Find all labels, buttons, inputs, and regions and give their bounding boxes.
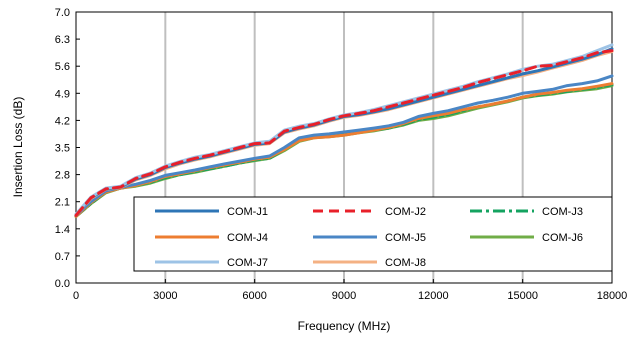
- x-tick-label: 15000: [507, 290, 538, 302]
- y-tick-label: 7.0: [55, 7, 70, 19]
- series-line-com-j2: [74, 49, 614, 217]
- y-tick-label: 2.8: [55, 170, 70, 182]
- x-tick-label: 12000: [418, 290, 449, 302]
- legend-label-com-j6: COM-J6: [542, 232, 583, 244]
- y-tick-label: 5.6: [55, 61, 70, 73]
- x-tick-label: 0: [73, 290, 79, 302]
- y-tick-label: 4.2: [55, 115, 70, 127]
- legend-label-com-j7: COM-J7: [227, 257, 268, 269]
- x-tick-labels: 0 3000 6000 9000 12000 15000 18000: [73, 290, 627, 302]
- y-axis-title: Insertion Loss (dB): [11, 97, 25, 198]
- y-tick-label: 2.1: [55, 197, 70, 209]
- x-tick-label: 18000: [597, 290, 628, 302]
- y-tick-label: 4.9: [55, 88, 70, 100]
- y-tick-label: 1.4: [55, 224, 70, 236]
- legend-label-com-j5: COM-J5: [385, 232, 426, 244]
- legend-label-com-j8: COM-J8: [385, 257, 426, 269]
- x-tick-label: 3000: [153, 290, 177, 302]
- x-tick-label: 6000: [242, 290, 266, 302]
- y-tick-label: 0.7: [55, 251, 70, 263]
- legend-label-com-j2: COM-J2: [385, 206, 426, 218]
- legend-label-com-j1: COM-J1: [227, 206, 268, 218]
- y-tick-labels: 0.0 0.7 1.4 2.1 2.8 3.5 4.2 4.9 5.6 6.3 7.0: [55, 7, 70, 290]
- y-tick-label: 6.3: [55, 34, 70, 46]
- axis-ticks: [75, 11, 613, 284]
- x-axis-title: Frequency (MHz): [298, 319, 391, 333]
- y-tick-label: 3.5: [55, 143, 70, 155]
- y-tick-label: 0.0: [55, 278, 70, 290]
- legend: COM-J1 COM-J2 COM-J3 COM-J4 COM-J5 COM-J6 COM-…: [133, 196, 613, 272]
- series-line-com-j5: [74, 74, 614, 217]
- x-tick-label: 9000: [332, 290, 356, 302]
- legend-box: [133, 196, 613, 272]
- legend-items: COM-J1 COM-J2 COM-J3 COM-J4 COM-J5 COM-J6 COM-…: [155, 206, 583, 269]
- legend-label-com-j4: COM-J4: [227, 232, 268, 244]
- series-lines: [74, 43, 614, 218]
- legend-label-com-j3: COM-J3: [542, 206, 583, 218]
